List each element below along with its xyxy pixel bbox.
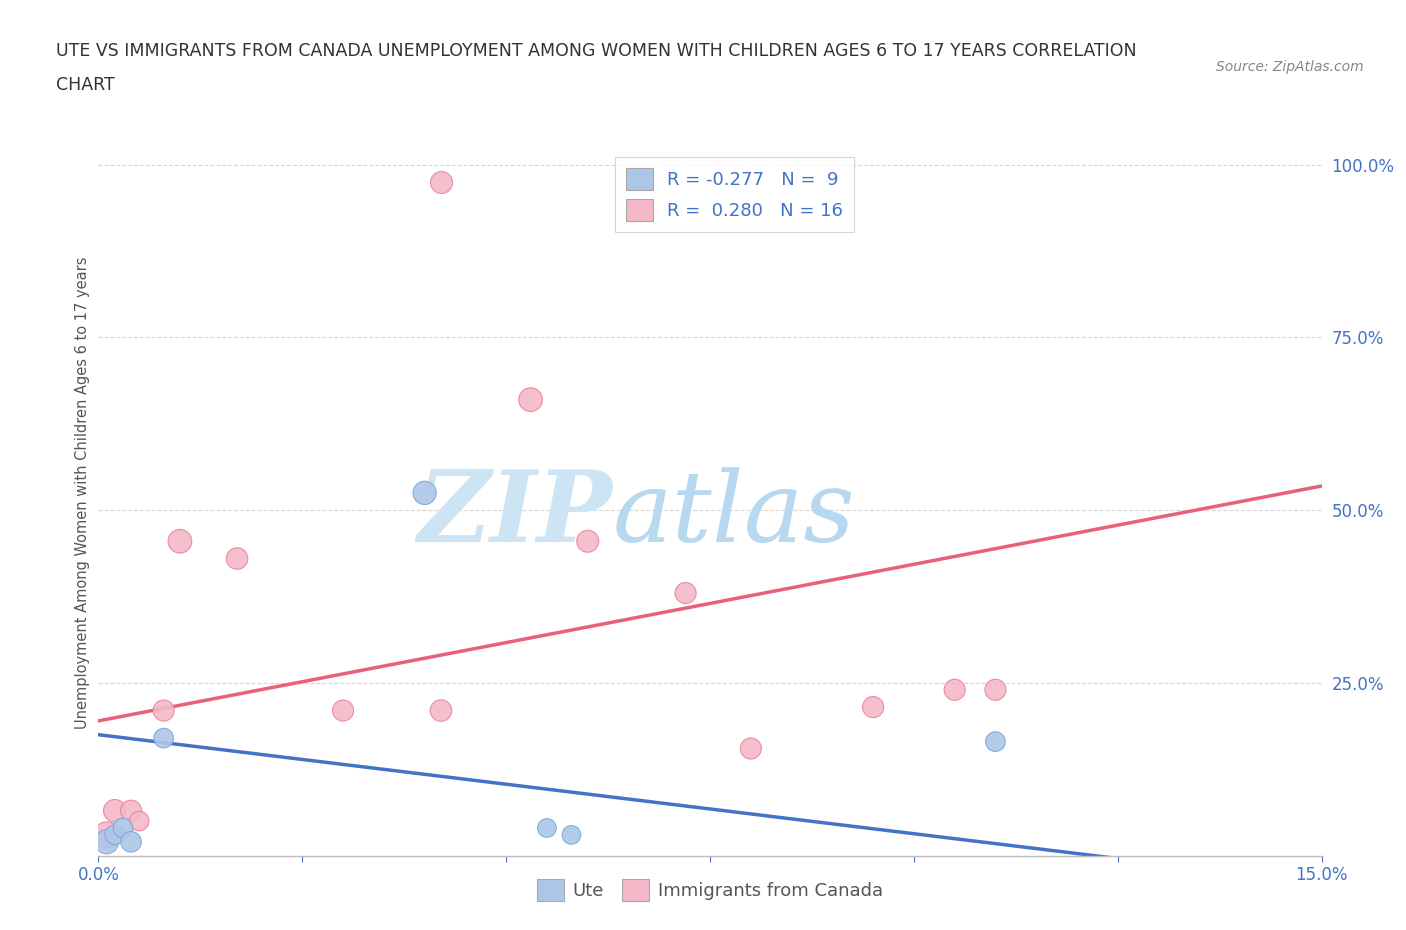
Point [560,828,582,843]
Point [862,699,884,714]
Point [104,828,127,843]
Point [169,534,191,549]
Point [675,586,697,601]
Text: CHART: CHART [56,76,115,94]
Text: ZIP: ZIP [418,467,612,563]
Point [519,392,541,407]
Text: UTE VS IMMIGRANTS FROM CANADA UNEMPLOYMENT AMONG WOMEN WITH CHILDREN AGES 6 TO 1: UTE VS IMMIGRANTS FROM CANADA UNEMPLOYME… [56,42,1137,60]
Point [536,820,558,835]
Point [740,741,762,756]
Y-axis label: Unemployment Among Women with Children Ages 6 to 17 years: Unemployment Among Women with Children A… [75,257,90,729]
Text: atlas: atlas [612,467,855,563]
Point [984,683,1007,698]
Point [152,703,174,718]
Point [943,683,966,698]
Point [111,820,134,835]
Point [430,703,453,718]
Point [413,485,436,500]
Point [332,703,354,718]
Point [152,731,174,746]
Point [104,804,127,818]
Point [984,734,1007,749]
Text: Source: ZipAtlas.com: Source: ZipAtlas.com [1216,60,1364,74]
Point [120,804,142,818]
Point [96,828,118,843]
Point [576,534,599,549]
Point [226,551,249,566]
Point [120,834,142,849]
Legend: Ute, Immigrants from Canada: Ute, Immigrants from Canada [530,871,890,909]
Point [96,834,118,849]
Point [430,175,453,190]
Point [128,814,150,829]
